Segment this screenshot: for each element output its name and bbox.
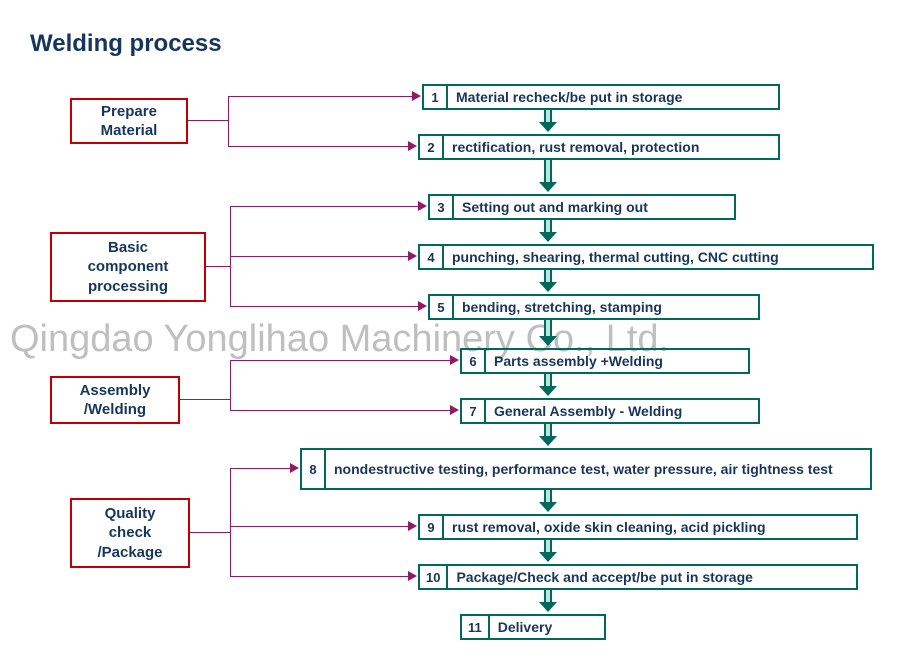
flow-arrow-down [540,424,556,446]
step-label: Delivery [490,616,604,638]
step-number: 1 [424,86,448,108]
connector-arrowhead [408,521,417,531]
step-label: punching, shearing, thermal cutting, CNC… [444,246,872,268]
connector-line [230,410,450,411]
step-label: rectification, rust removal, protection [444,136,778,158]
connector-line [228,96,412,97]
step-number: 3 [430,196,454,218]
step-number: 8 [302,450,326,488]
flow-arrow-down [540,540,556,562]
step-6: 6Parts assembly +Welding [460,348,750,374]
connector-line [188,120,228,121]
connector-line [206,266,230,267]
step-number: 6 [462,350,486,372]
step-2: 2rectification, rust removal, protection [418,134,780,160]
category-basic: Basiccomponentprocessing [50,232,206,302]
step-1: 1Material recheck/be put in storage [422,84,780,110]
category-prepare: PrepareMaterial [70,98,188,144]
connector-line [230,468,231,576]
step-label: Parts assembly +Welding [486,350,748,372]
connector-arrowhead [418,301,427,311]
step-5: 5bending, stretching, stamping [428,294,760,320]
step-number: 5 [430,296,454,318]
flow-arrow-down [540,320,556,346]
connector-arrowhead [412,91,421,101]
connector-arrowhead [450,355,459,365]
connector-line [230,360,450,361]
connector-line [230,576,408,577]
connector-line [230,206,418,207]
connector-line [230,360,231,410]
connector-arrowhead [450,405,459,415]
category-assembly: Assembly/Welding [50,376,180,424]
step-11: 11Delivery [460,614,606,640]
page-title: Welding process [30,30,222,58]
connector-arrowhead [418,201,427,211]
step-label: Package/Check and accept/be put in stora… [448,566,856,588]
step-number: 4 [420,246,444,268]
step-label: Setting out and marking out [454,196,734,218]
step-10: 10Package/Check and accept/be put in sto… [418,564,858,590]
flow-arrow-down [540,110,556,132]
step-label: bending, stretching, stamping [454,296,758,318]
connector-arrowhead [408,141,417,151]
flow-arrow-down [540,270,556,292]
flow-arrow-down [540,220,556,242]
step-label: General Assembly - Welding [486,400,758,422]
connector-arrowhead [408,251,417,261]
connector-line [190,532,230,533]
flow-arrow-down [540,490,556,512]
connector-line [230,256,408,257]
flow-arrow-down [540,374,556,396]
connector-line [230,526,408,527]
step-number: 9 [420,516,444,538]
step-9: 9rust removal, oxide skin cleaning, acid… [418,514,858,540]
step-number: 10 [420,566,448,588]
step-4: 4punching, shearing, thermal cutting, CN… [418,244,874,270]
flow-arrow-down [540,160,556,192]
step-number: 7 [462,400,486,422]
connector-arrowhead [408,571,417,581]
category-quality: Qualitycheck/Package [70,498,190,568]
connector-line [230,468,290,469]
connector-arrowhead [290,463,299,473]
step-3: 3Setting out and marking out [428,194,736,220]
step-number: 11 [462,616,490,638]
connector-line [180,399,230,400]
step-8: 8nondestructive testing, performance tes… [300,448,872,490]
step-7: 7General Assembly - Welding [460,398,760,424]
connector-line [230,306,418,307]
step-number: 2 [420,136,444,158]
step-label: nondestructive testing, performance test… [326,450,870,488]
connector-line [228,96,229,146]
step-label: Material recheck/be put in storage [448,86,778,108]
step-label: rust removal, oxide skin cleaning, acid … [444,516,856,538]
connector-line [228,146,408,147]
flow-arrow-down [540,590,556,612]
